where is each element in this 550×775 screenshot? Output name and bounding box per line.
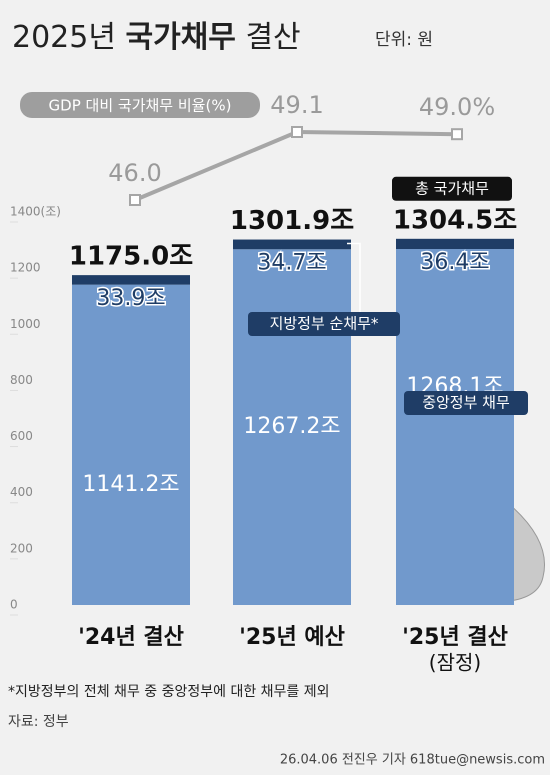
y-tick-label: 0 <box>10 598 18 612</box>
bar-segment <box>396 238 514 250</box>
ratio-marker <box>451 128 463 141</box>
bar-segment <box>396 249 514 605</box>
x-tick-label: '24년 결산 <box>78 625 184 650</box>
y-tick-label: 800 <box>10 373 33 387</box>
title-part: 국가채무 <box>126 20 236 55</box>
local-legend: 지방정부 순채무* <box>270 315 379 333</box>
central-value-label: 1267.2조 <box>243 414 340 439</box>
ratio-marker <box>129 194 141 206</box>
local-value-label: 34.7조 <box>257 251 326 276</box>
total-box <box>392 176 512 201</box>
x-tick-label: '25년 예산 <box>239 625 345 650</box>
total-value-label: 1304.5조 <box>393 205 517 235</box>
bar-segment <box>72 284 190 605</box>
chart-title: 2025년 국가채무 결산 <box>12 20 301 55</box>
ratio-value-label: 49.1 <box>270 91 323 119</box>
y-tick-label: 200 <box>10 541 33 555</box>
bar-segment <box>72 275 190 285</box>
central-box <box>404 391 528 415</box>
y-tick-label: 1400(조) <box>10 205 61 219</box>
central-legend: 중앙정부 채무 <box>422 394 510 412</box>
connector <box>347 242 361 312</box>
y-tick-label: 400 <box>10 485 33 499</box>
line-legend-box <box>20 92 260 118</box>
y-tick-label: 1000 <box>10 317 41 331</box>
local-value-label: 36.4조 <box>420 250 489 275</box>
title-part: 2025년 <box>12 20 116 55</box>
central-value-label: 1141.2조 <box>82 472 179 497</box>
title-part: 결산 <box>245 20 300 55</box>
local-value-label: 33.9조 <box>96 286 165 311</box>
source: 자료: 정부 <box>8 714 69 730</box>
y-tick-label: 600 <box>10 429 33 443</box>
total-legend: 총 국가채무 <box>415 179 489 197</box>
bar-segment <box>233 239 351 250</box>
total-value-label: 1175.0조 <box>69 242 193 272</box>
footnote: *지방정부의 전체 채무 중 중앙정부에 대한 채무를 제외 <box>8 684 330 700</box>
x-tick-label: '25년 결산 <box>402 625 508 650</box>
provisional-label: (잠정) <box>429 651 481 675</box>
unit: 단위: 원 <box>375 30 433 50</box>
y-tick-label: 1200 <box>10 261 41 275</box>
bar-segment <box>233 249 351 605</box>
line-legend: GDP 대비 국가채무 비율(%) <box>49 97 232 115</box>
local-box <box>248 312 400 336</box>
ratio-value-label: 49.0% <box>419 93 495 121</box>
ratio-value-label: 46.0 <box>108 159 161 187</box>
total-value-label: 1301.9조 <box>230 206 354 236</box>
credit: 26.04.06 전진우 기자 618tue@newsis.com <box>280 753 545 768</box>
ratio-marker <box>291 126 303 138</box>
